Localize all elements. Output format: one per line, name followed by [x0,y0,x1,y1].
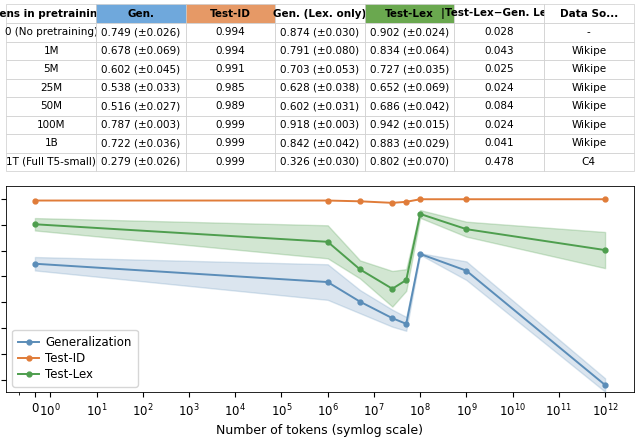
Test-ID [417,197,424,202]
Line: Generalization: Generalization [33,252,607,388]
Test-ID [324,198,332,203]
Test-Lex [388,286,396,291]
Generalization [463,268,470,273]
Test-Lex [324,239,332,244]
Line: Test-Lex: Test-Lex [33,211,607,291]
Generalization [403,321,410,326]
Generalization [324,279,332,285]
Generalization [31,261,39,266]
Test-ID [403,199,410,205]
Legend: Generalization, Test-ID, Test-Lex: Generalization, Test-ID, Test-Lex [12,330,138,387]
Generalization [356,299,364,304]
Generalization [417,251,424,256]
Line: Test-ID: Test-ID [33,197,607,205]
Test-Lex [463,227,470,232]
Test-ID [31,198,39,203]
Test-ID [356,198,364,204]
X-axis label: Number of tokens (symlog scale): Number of tokens (symlog scale) [216,424,424,438]
Test-ID [463,197,470,202]
Generalization [388,315,396,321]
Test-Lex [417,211,424,217]
Test-ID [388,200,396,206]
Test-Lex [601,248,609,253]
Generalization [601,382,609,388]
Test-Lex [356,267,364,272]
Test-ID [601,197,609,202]
Test-Lex [31,222,39,227]
Test-Lex [403,277,410,283]
